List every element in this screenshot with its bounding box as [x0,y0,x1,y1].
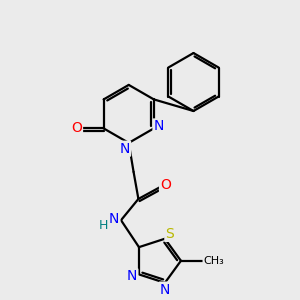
Text: O: O [71,122,82,135]
Text: CH₃: CH₃ [203,256,224,266]
Text: H: H [99,218,108,232]
Text: N: N [120,142,130,156]
Text: N: N [109,212,119,226]
Text: O: O [160,178,171,192]
Text: N: N [127,269,137,283]
Text: N: N [160,283,170,297]
Text: S: S [165,227,174,241]
Text: N: N [154,119,164,134]
